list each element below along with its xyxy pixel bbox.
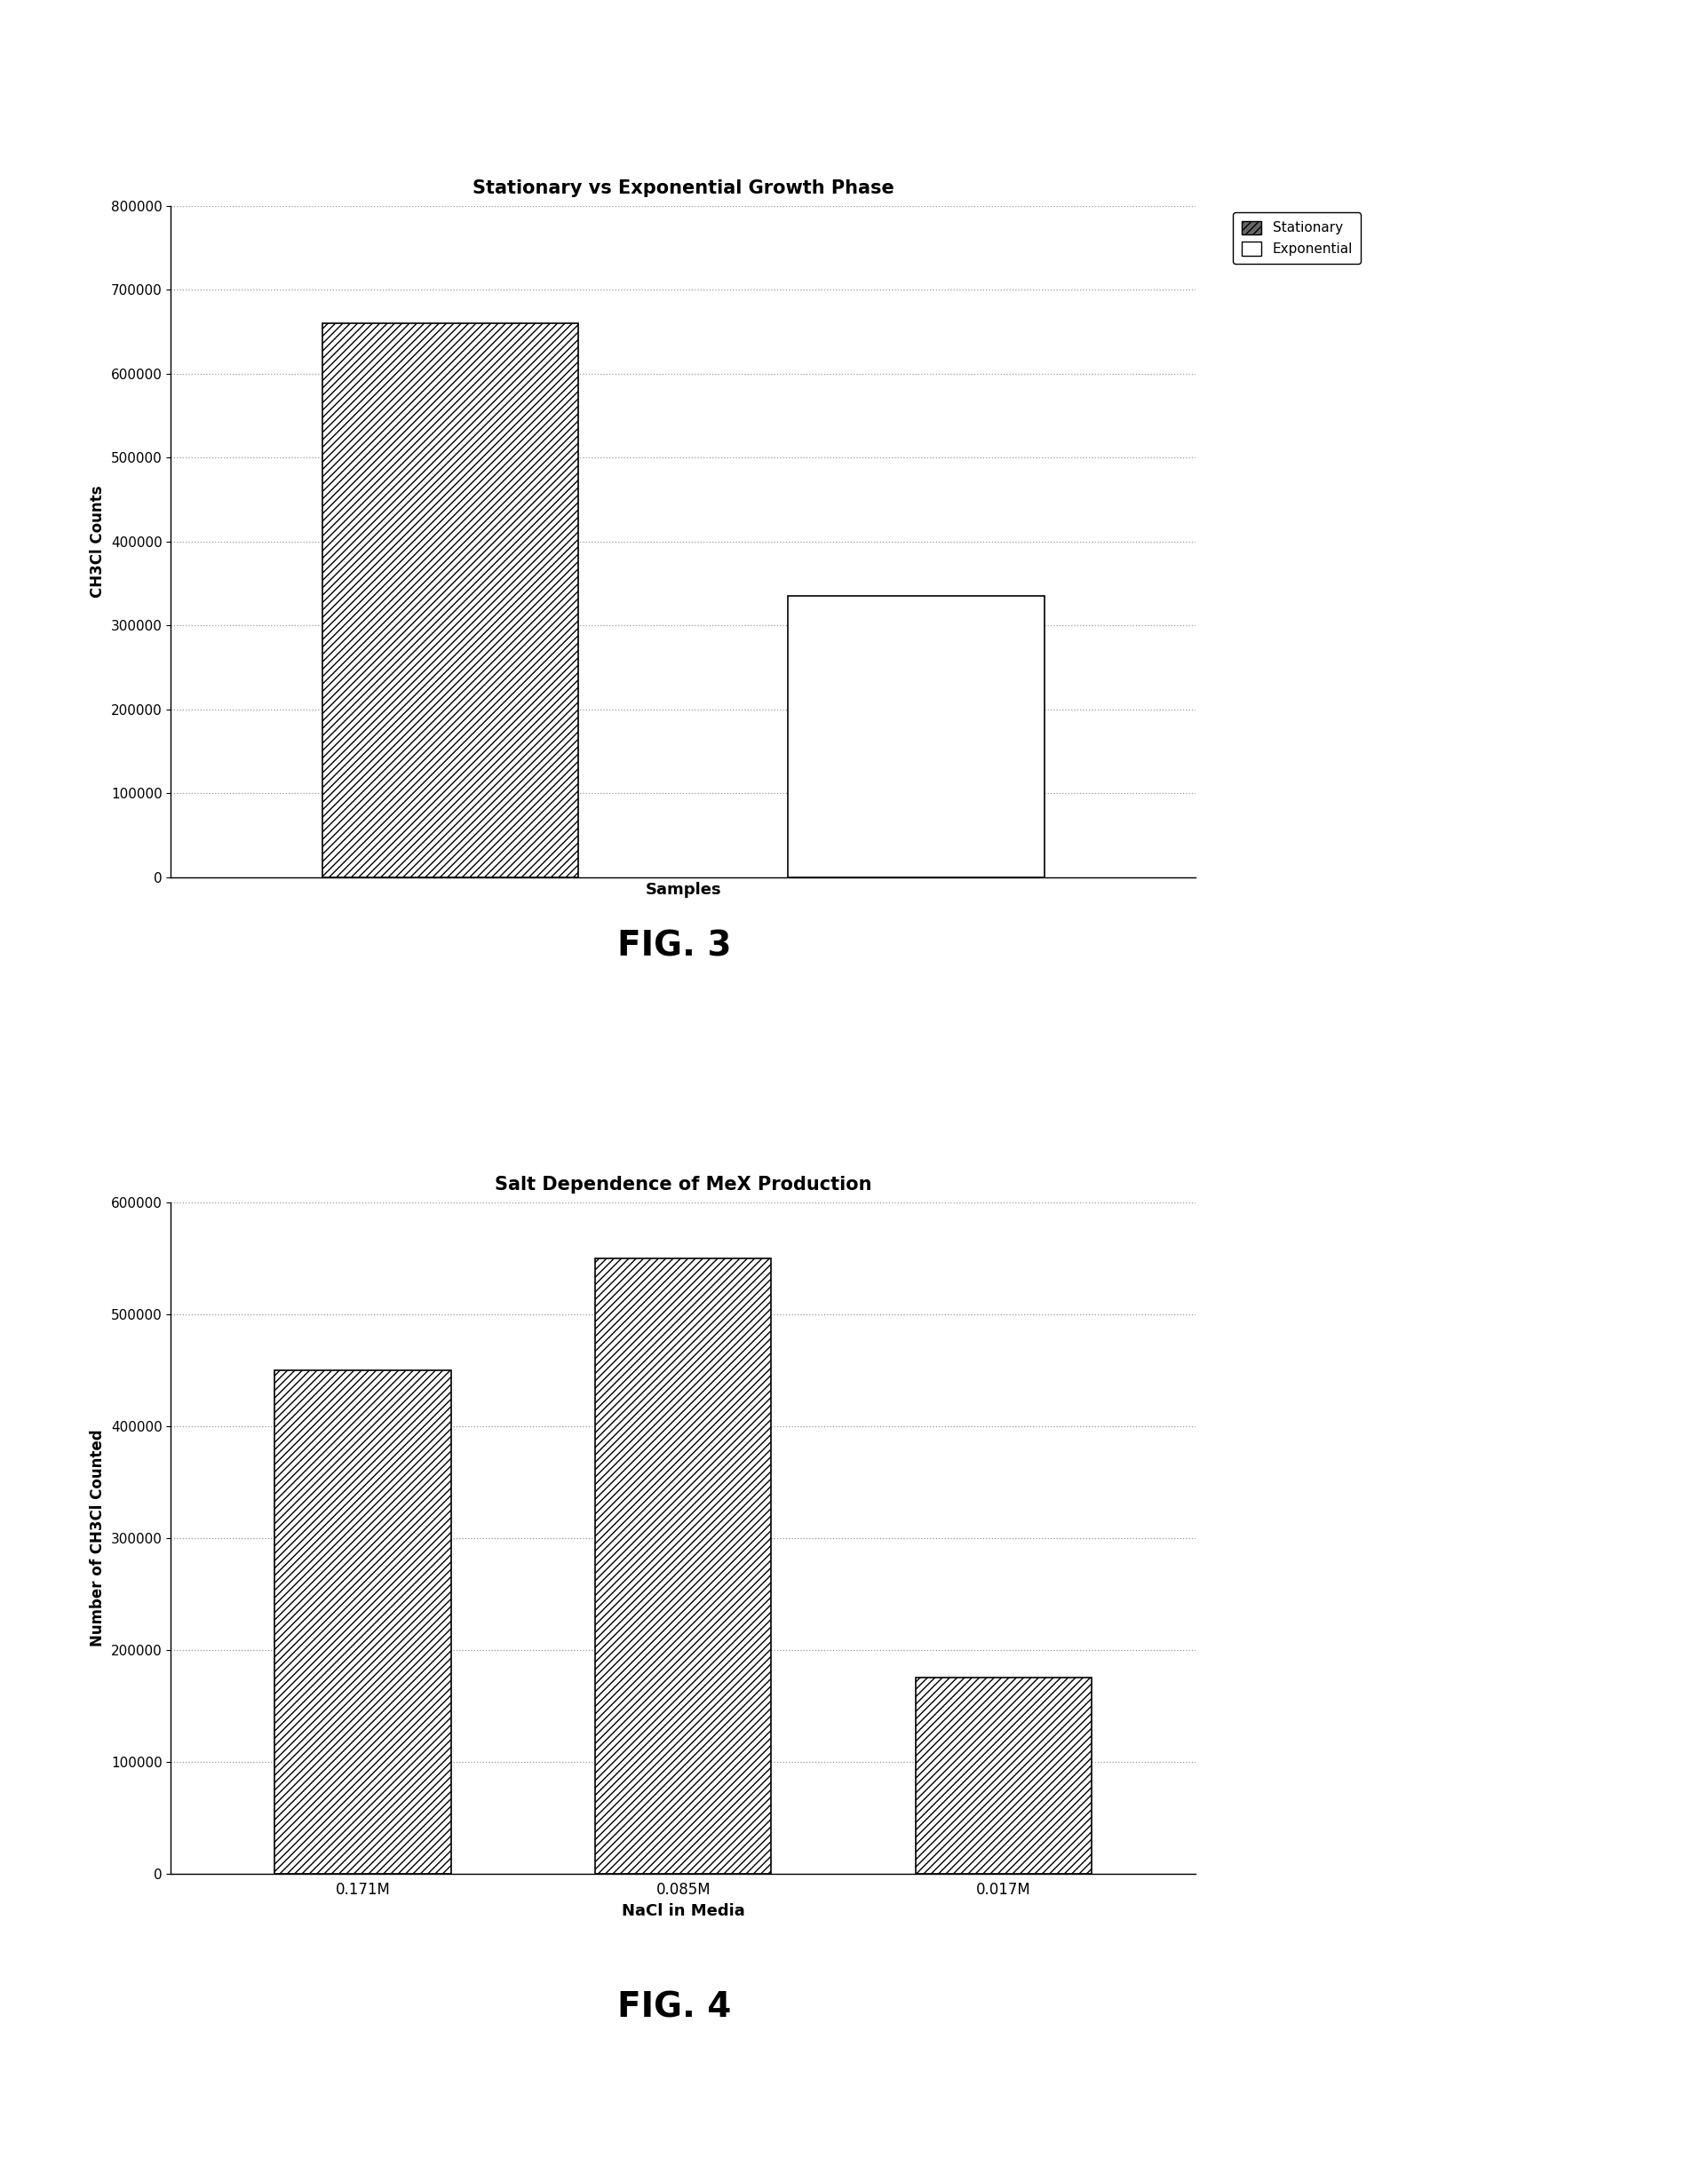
Legend: Stationary, Exponential: Stationary, Exponential — [1233, 212, 1361, 264]
X-axis label: NaCl in Media: NaCl in Media — [622, 1904, 745, 1919]
Bar — [323, 323, 579, 877]
Bar — [275, 1371, 451, 1874]
Title: Salt Dependence of MeX Production: Salt Dependence of MeX Production — [495, 1176, 871, 1193]
Bar — [915, 1679, 1091, 1874]
Y-axis label: CH3Cl Counts: CH3Cl Counts — [91, 485, 106, 598]
Y-axis label: Number of CH3Cl Counted: Number of CH3Cl Counted — [91, 1430, 106, 1646]
Title: Stationary vs Exponential Growth Phase: Stationary vs Exponential Growth Phase — [473, 180, 893, 197]
Bar — [787, 596, 1044, 877]
Text: FIG. 4: FIG. 4 — [618, 1991, 731, 2025]
Text: FIG. 3: FIG. 3 — [618, 929, 731, 964]
X-axis label: Samples: Samples — [646, 882, 721, 899]
Bar — [594, 1258, 772, 1874]
